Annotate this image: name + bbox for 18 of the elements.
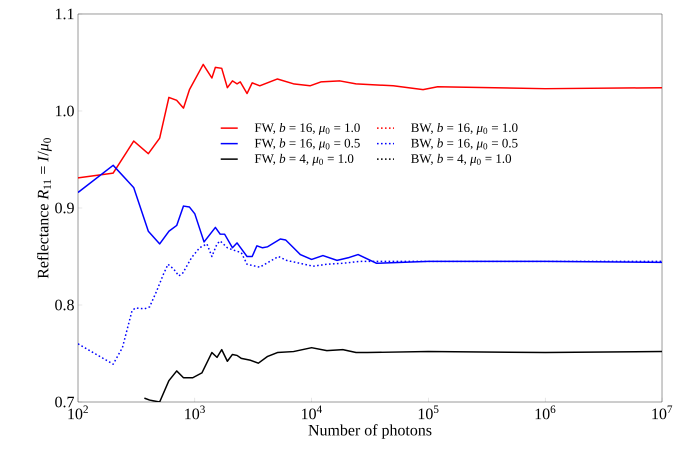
x-tick-label: 10$^{3}$	[185, 406, 205, 420]
y-tick-label: 0.7	[55, 396, 74, 408]
legend-label: BW, b = 4, μ$_{0}$ = 1.0	[411, 154, 512, 166]
y-tick-label: 0.9	[55, 202, 74, 214]
x-tick-label: 10$^{2}$	[68, 406, 88, 420]
y-tick-label: 1.0	[56, 106, 74, 116]
x-tick-label: 10$^{5}$	[418, 406, 438, 420]
y-tick-label: 1.1	[56, 8, 74, 20]
legend-label: FW, b = 16, μ$_{0}$ = 0.5	[254, 138, 360, 150]
legend-label: BW, b = 16, μ$_{0}$ = 1.0	[411, 122, 518, 135]
x-tick-label: 10$^{7}$	[652, 406, 672, 420]
x-tick-label: 10$^{6}$	[536, 406, 556, 420]
y-tick-label: 0.8	[55, 300, 74, 310]
legend-label: BW, b = 16, μ$_{0}$ = 0.5	[411, 138, 518, 150]
legend-label: FW, b = 16, μ$_{0}$ = 1.0	[254, 122, 360, 135]
legend-label: FW, b = 4, μ$_{0}$ = 1.0	[254, 154, 354, 166]
x-tick-label: 10$^{4}$	[302, 406, 322, 420]
x-axis-title: Number of photons	[308, 424, 432, 439]
